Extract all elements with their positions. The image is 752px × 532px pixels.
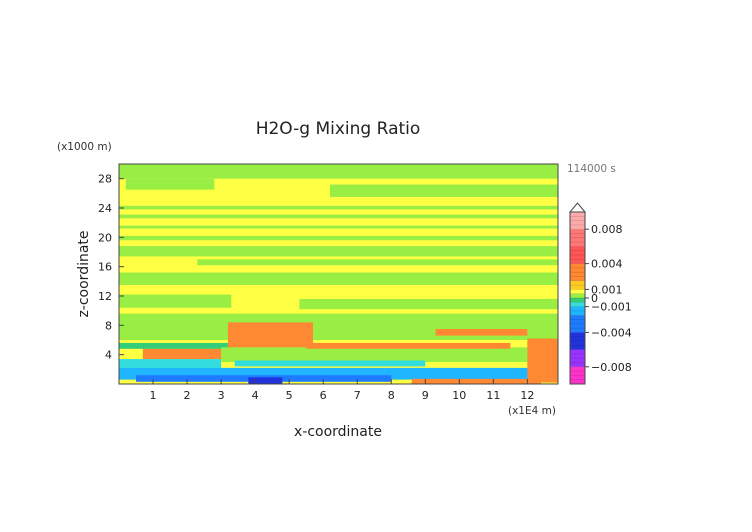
x-tick-label: 12 bbox=[520, 389, 534, 402]
field-region-26 bbox=[527, 338, 558, 383]
y-tick-label: 4 bbox=[105, 349, 112, 362]
x-tick-label: 10 bbox=[452, 389, 466, 402]
colorbar-swatch bbox=[570, 229, 585, 247]
y-tick-label: 24 bbox=[98, 202, 112, 215]
field-region-17 bbox=[119, 342, 228, 349]
x-tick-label: 4 bbox=[252, 389, 259, 402]
y-axis-label: z-coordinate bbox=[76, 230, 92, 317]
colorbar-tick-label: −0.004 bbox=[591, 326, 632, 339]
field-region-14 bbox=[227, 322, 313, 351]
plot-area bbox=[119, 164, 559, 384]
field-region-21 bbox=[234, 360, 426, 367]
x-tick-label: 3 bbox=[218, 389, 225, 402]
x-tick-label: 11 bbox=[486, 389, 500, 402]
colorbar-tick-label: 0.004 bbox=[591, 258, 623, 271]
x-tick-label: 9 bbox=[422, 389, 429, 402]
field-region-12 bbox=[299, 298, 558, 310]
colorbar-swatch bbox=[570, 306, 585, 316]
colorbar-swatch bbox=[570, 289, 585, 294]
colorbar-tick-label: 0.001 bbox=[591, 283, 623, 296]
x-tick-label: 2 bbox=[184, 389, 191, 402]
y-tick-label: 20 bbox=[98, 231, 112, 244]
colorbar-swatch bbox=[570, 263, 585, 281]
x-tick-label: 5 bbox=[286, 389, 293, 402]
field-region-1 bbox=[119, 164, 558, 179]
field-region-19 bbox=[221, 347, 558, 362]
colorbar-swatch bbox=[570, 302, 585, 307]
colorbar-swatch bbox=[570, 293, 585, 298]
x-tick-label: 7 bbox=[354, 389, 361, 402]
field-region-22 bbox=[119, 367, 558, 380]
colorbar-tick-label: 0 bbox=[591, 292, 598, 305]
colorbar-extend-arrow bbox=[568, 202, 587, 213]
chart-title: H2O-g Mixing Ratio bbox=[256, 119, 421, 139]
field-region-9 bbox=[197, 259, 559, 266]
colorbar-swatch bbox=[570, 315, 585, 333]
x-axis-ticks: 1 2 3 4 5 6 7 8 9 10 11 12 bbox=[150, 379, 534, 402]
colorbar-swatch bbox=[570, 349, 585, 367]
colorbar-swatch bbox=[570, 332, 585, 350]
colorbar-swatch bbox=[570, 298, 585, 303]
field-region-15 bbox=[435, 329, 528, 336]
y-axis-ticks: 4 8 12 16 20 24 28 bbox=[98, 173, 124, 362]
x-tick-label: 8 bbox=[388, 389, 395, 402]
field-region-25 bbox=[411, 378, 541, 384]
x-unit-label: (x1E4 m) bbox=[508, 405, 556, 417]
y-tick-label: 16 bbox=[98, 261, 112, 274]
field-region-6 bbox=[119, 225, 558, 229]
colorbar-swatch bbox=[570, 280, 585, 290]
colorbar-swatch bbox=[570, 212, 585, 230]
field-region-4 bbox=[119, 205, 558, 210]
field-region-13 bbox=[119, 313, 558, 340]
y-tick-label: 12 bbox=[98, 290, 112, 303]
x-axis-label: x-coordinate bbox=[294, 424, 382, 440]
x-tick-label: 6 bbox=[320, 389, 327, 402]
y-tick-label: 8 bbox=[105, 319, 112, 332]
field-region-2 bbox=[125, 178, 215, 190]
colorbar-tick-label: −0.008 bbox=[591, 361, 632, 374]
y-unit-label: (x1000 m) bbox=[57, 141, 112, 153]
field-region-24 bbox=[248, 377, 283, 384]
colorbar-tick-label: −0.001 bbox=[591, 301, 632, 314]
field-region-11 bbox=[119, 294, 232, 308]
colorbar bbox=[568, 202, 587, 385]
field-region-5 bbox=[119, 214, 558, 219]
field-region-10 bbox=[119, 272, 558, 285]
plot-frame bbox=[118, 163, 559, 385]
field-region-7 bbox=[119, 235, 558, 241]
field-region-8 bbox=[119, 246, 558, 257]
field-region-16 bbox=[142, 348, 228, 360]
time-label: 114000 s bbox=[567, 163, 616, 175]
y-tick-label: 28 bbox=[98, 173, 112, 186]
x-tick-label: 1 bbox=[150, 389, 157, 402]
colorbar-swatch bbox=[570, 366, 585, 384]
field-region-20 bbox=[306, 342, 511, 349]
field-region-3 bbox=[329, 184, 558, 197]
colorbar-tick-label: 0.008 bbox=[591, 223, 623, 236]
colorbar-swatch bbox=[570, 246, 585, 264]
